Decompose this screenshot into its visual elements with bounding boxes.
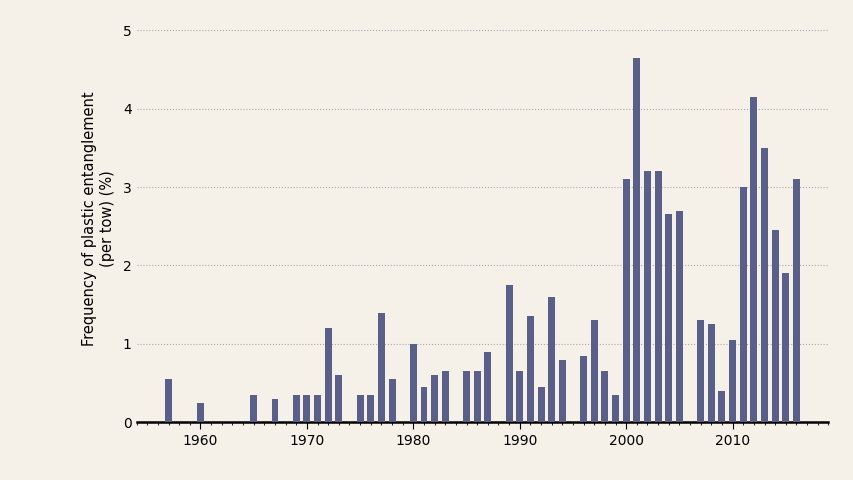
Bar bbox=[760, 148, 767, 422]
Bar bbox=[250, 395, 257, 422]
Bar bbox=[654, 171, 661, 422]
Bar bbox=[303, 395, 310, 422]
Bar bbox=[324, 328, 331, 422]
Bar bbox=[441, 372, 448, 422]
Bar bbox=[314, 395, 321, 422]
Bar bbox=[516, 372, 523, 422]
Bar bbox=[548, 297, 554, 422]
Bar bbox=[558, 360, 566, 422]
Bar bbox=[420, 387, 427, 422]
Bar bbox=[739, 187, 746, 422]
Bar bbox=[675, 211, 682, 422]
Bar bbox=[622, 179, 629, 422]
Bar bbox=[707, 324, 714, 422]
Bar bbox=[601, 372, 607, 422]
Bar bbox=[590, 321, 597, 422]
Bar bbox=[388, 379, 395, 422]
Bar bbox=[664, 215, 671, 422]
Bar bbox=[696, 321, 704, 422]
Bar bbox=[462, 372, 469, 422]
Bar bbox=[537, 387, 544, 422]
Bar bbox=[357, 395, 363, 422]
Bar bbox=[473, 372, 480, 422]
Bar bbox=[505, 285, 512, 422]
Bar bbox=[271, 399, 278, 422]
Bar bbox=[367, 395, 374, 422]
Bar bbox=[484, 352, 490, 422]
Y-axis label: Frequency of plastic entanglement
(per tow) (%): Frequency of plastic entanglement (per t… bbox=[82, 91, 114, 346]
Bar bbox=[612, 395, 618, 422]
Bar bbox=[792, 179, 799, 422]
Bar bbox=[728, 340, 735, 422]
Bar bbox=[643, 171, 650, 422]
Bar bbox=[165, 379, 171, 422]
Bar bbox=[335, 375, 342, 422]
Bar bbox=[717, 391, 724, 422]
Bar bbox=[293, 395, 299, 422]
Bar bbox=[378, 312, 385, 422]
Bar bbox=[771, 230, 778, 422]
Bar bbox=[750, 97, 757, 422]
Bar bbox=[781, 273, 788, 422]
Bar bbox=[409, 344, 416, 422]
Bar bbox=[526, 316, 533, 422]
Bar bbox=[197, 403, 204, 422]
Bar bbox=[633, 58, 640, 422]
Bar bbox=[431, 375, 438, 422]
Bar bbox=[579, 356, 586, 422]
